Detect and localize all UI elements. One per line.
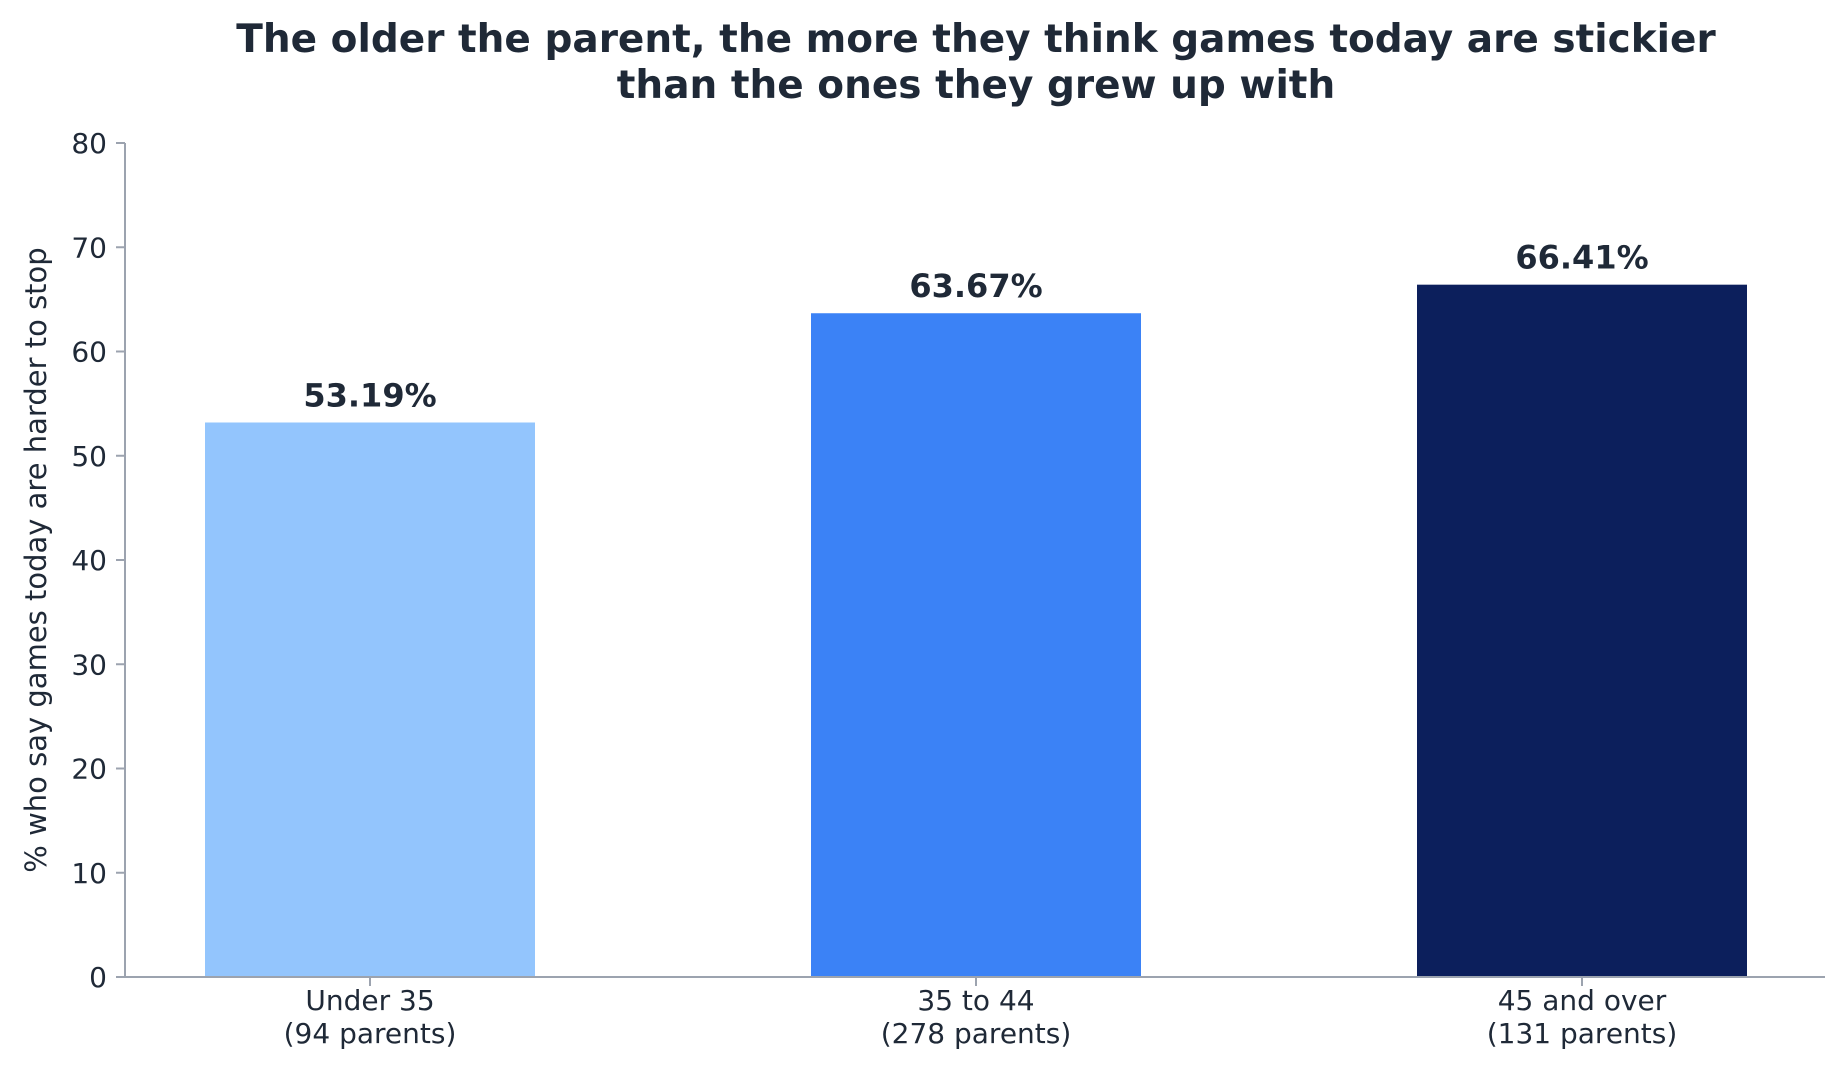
- y-tick-label: 0: [89, 961, 107, 994]
- y-tick-label: 50: [71, 440, 107, 473]
- y-tick-label: 20: [71, 753, 107, 786]
- x-tick-label: Under 35: [305, 984, 434, 1017]
- bar-value-label: 66.41%: [1515, 239, 1648, 277]
- chart-title-line-1: The older the parent, the more they thin…: [236, 17, 1716, 62]
- x-axis-ticks: Under 35(94 parents) 35 to 44(278 parents…: [284, 977, 1678, 1050]
- bar: [205, 422, 535, 977]
- bar-value-label: 63.67%: [909, 267, 1042, 305]
- x-tick-label: (94 parents): [284, 1017, 457, 1050]
- y-tick-label: 10: [71, 857, 107, 890]
- y-axis-label: % who say games today are harder to stop: [19, 247, 53, 872]
- x-tick-label: (131 parents): [1487, 1017, 1678, 1050]
- bar-value-label: 53.19%: [303, 376, 436, 414]
- x-tick-label: (278 parents): [881, 1017, 1072, 1050]
- y-tick-label: 40: [71, 544, 107, 577]
- bars: [205, 284, 1747, 978]
- y-tick-label: 70: [71, 231, 107, 264]
- y-tick-label: 80: [71, 127, 107, 160]
- x-tick-label: 35 to 44: [917, 984, 1034, 1017]
- y-axis-ticks: 0 10 20 30 40 50 60 70 80: [71, 127, 125, 994]
- chart-title: The older the parent, the more they thin…: [236, 17, 1716, 108]
- y-tick-label: 30: [71, 648, 107, 681]
- chart-title-line-2: than the ones they grew up with: [617, 63, 1335, 108]
- bar: [1417, 284, 1747, 977]
- y-tick-label: 60: [71, 336, 107, 369]
- x-tick-label: 45 and over: [1498, 984, 1667, 1017]
- bar: [811, 313, 1141, 978]
- data-labels: 53.19% 63.67% 66.41%: [303, 239, 1648, 415]
